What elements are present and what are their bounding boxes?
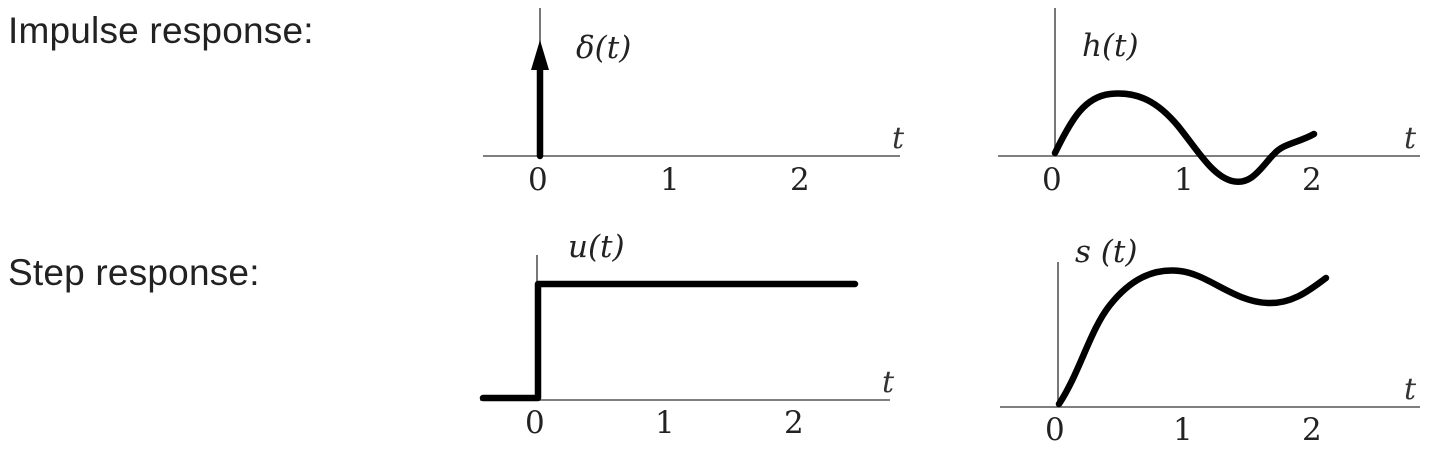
delta-plot: δ(t) t 0 1 2 <box>483 8 905 198</box>
h-tick-0: 0 <box>1042 162 1062 198</box>
h-plot: h(t) t 0 1 2 <box>998 8 1420 198</box>
delta-arrowhead-icon <box>531 40 549 70</box>
u-axis-variable: t <box>882 365 895 400</box>
s-plot: s (t) t 0 1 2 <box>1000 234 1420 448</box>
s-function-label: s (t) <box>1075 234 1137 270</box>
u-step-curve <box>479 280 859 402</box>
delta-tick-2: 2 <box>790 162 810 198</box>
s-response-curve <box>1055 267 1330 408</box>
u-plot: u(t) t 0 1 2 <box>479 229 895 441</box>
s-tick-2: 2 <box>1302 412 1322 448</box>
u-tick-2: 2 <box>784 405 804 441</box>
delta-function-label: δ(t) <box>576 30 631 66</box>
step-response-label: Step response: <box>8 252 260 293</box>
s-tick-1: 1 <box>1173 412 1193 448</box>
h-function-label: h(t) <box>1082 28 1139 64</box>
h-response-curve <box>1051 90 1318 185</box>
s-axis-variable: t <box>1404 372 1417 407</box>
delta-tick-1: 1 <box>660 162 680 198</box>
u-tick-1: 1 <box>655 405 675 441</box>
h-tick-1: 1 <box>1174 162 1194 198</box>
delta-tick-0: 0 <box>528 162 548 198</box>
impulse-response-label: Impulse response: <box>8 10 314 51</box>
u-tick-0: 0 <box>525 405 545 441</box>
s-tick-0: 0 <box>1045 412 1065 448</box>
h-tick-2: 2 <box>1302 162 1322 198</box>
delta-axis-variable: t <box>892 121 905 156</box>
h-axis-variable: t <box>1404 121 1417 156</box>
u-function-label: u(t) <box>568 229 625 265</box>
